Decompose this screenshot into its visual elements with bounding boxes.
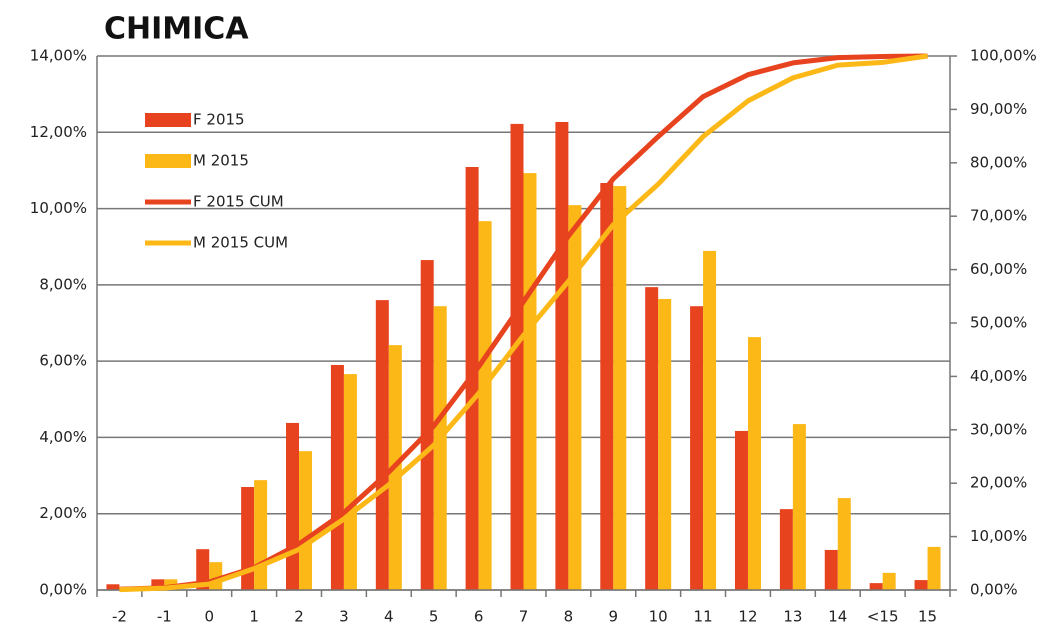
x-tick-label: 2 bbox=[294, 608, 304, 626]
x-tick-label: 0 bbox=[204, 608, 214, 626]
x-tick-label: 9 bbox=[609, 608, 619, 626]
bar bbox=[510, 123, 524, 590]
legend-label: F 2015 bbox=[193, 111, 245, 129]
bar bbox=[690, 306, 704, 590]
x-tick-label: -2 bbox=[112, 608, 127, 626]
x-tick-label: 5 bbox=[429, 608, 439, 626]
y2-tick-label: 0,00% bbox=[970, 581, 1018, 599]
legend-swatch bbox=[145, 113, 191, 127]
y-tick-label: 10,00% bbox=[30, 199, 87, 217]
y2-tick-label: 70,00% bbox=[970, 207, 1027, 225]
bar bbox=[837, 498, 851, 590]
bar bbox=[555, 121, 569, 590]
y2-tick-label: 10,00% bbox=[970, 527, 1027, 545]
bar bbox=[420, 260, 434, 590]
bar bbox=[254, 480, 268, 590]
bar bbox=[927, 546, 941, 590]
x-tick-label: 14 bbox=[828, 608, 847, 626]
bar bbox=[106, 584, 120, 590]
bar bbox=[196, 549, 210, 590]
legend-label: F 2015 CUM bbox=[193, 193, 284, 211]
x-tick-label: 15 bbox=[918, 608, 937, 626]
legend-label: M 2015 bbox=[193, 152, 249, 170]
bar bbox=[343, 374, 357, 590]
x-tick-label: 8 bbox=[564, 608, 574, 626]
bar bbox=[779, 509, 793, 590]
y2-tick-label: 30,00% bbox=[970, 420, 1027, 438]
bar bbox=[734, 430, 748, 590]
x-tick-label: 7 bbox=[519, 608, 529, 626]
x-tick-label: 1 bbox=[249, 608, 259, 626]
x-tick-label: 11 bbox=[694, 608, 713, 626]
x-tick-label: 12 bbox=[738, 608, 757, 626]
chart-title: CHIMICA bbox=[104, 12, 249, 47]
x-tick-label: 3 bbox=[339, 608, 349, 626]
bar bbox=[824, 549, 838, 590]
x-tick-label: 6 bbox=[474, 608, 484, 626]
bar bbox=[478, 221, 492, 590]
y2-tick-label: 100,00% bbox=[970, 47, 1037, 65]
y-tick-label: 4,00% bbox=[39, 428, 87, 446]
y-tick-label: 12,00% bbox=[30, 123, 87, 141]
y-tick-label: 6,00% bbox=[39, 352, 87, 370]
legend-label: M 2015 CUM bbox=[193, 234, 288, 252]
bar bbox=[330, 364, 344, 590]
bar bbox=[151, 579, 165, 590]
bar bbox=[658, 298, 672, 590]
y2-tick-label: 90,00% bbox=[970, 100, 1027, 118]
y-tick-label: 0,00% bbox=[39, 581, 87, 599]
y2-tick-label: 40,00% bbox=[970, 367, 1027, 385]
bar bbox=[882, 572, 896, 590]
legend-swatch bbox=[145, 154, 191, 168]
bar bbox=[286, 422, 300, 590]
bar bbox=[869, 583, 883, 590]
y2-tick-label: 20,00% bbox=[970, 474, 1027, 492]
y-tick-label: 2,00% bbox=[39, 504, 87, 522]
y2-tick-label: 60,00% bbox=[970, 260, 1027, 278]
y-tick-label: 14,00% bbox=[30, 47, 87, 65]
bar bbox=[600, 183, 614, 590]
line bbox=[119, 53, 928, 593]
bar bbox=[613, 186, 627, 590]
bar bbox=[568, 205, 582, 591]
y2-tick-label: 80,00% bbox=[970, 153, 1027, 171]
bar bbox=[433, 306, 447, 590]
y-tick-label: 8,00% bbox=[39, 275, 87, 293]
bar bbox=[914, 580, 928, 590]
bar bbox=[375, 300, 389, 590]
x-tick-label: 13 bbox=[783, 608, 802, 626]
bar bbox=[703, 250, 717, 590]
x-tick-label: 10 bbox=[649, 608, 668, 626]
bar bbox=[299, 451, 313, 590]
x-tick-label: -1 bbox=[157, 608, 172, 626]
bar bbox=[645, 287, 659, 590]
bar bbox=[792, 424, 806, 590]
bar bbox=[241, 487, 255, 590]
bar bbox=[747, 337, 761, 590]
y2-tick-label: 50,00% bbox=[970, 314, 1027, 332]
x-tick-label: 4 bbox=[384, 608, 394, 626]
bar bbox=[523, 173, 537, 590]
x-tick-label: <15 bbox=[867, 608, 899, 626]
